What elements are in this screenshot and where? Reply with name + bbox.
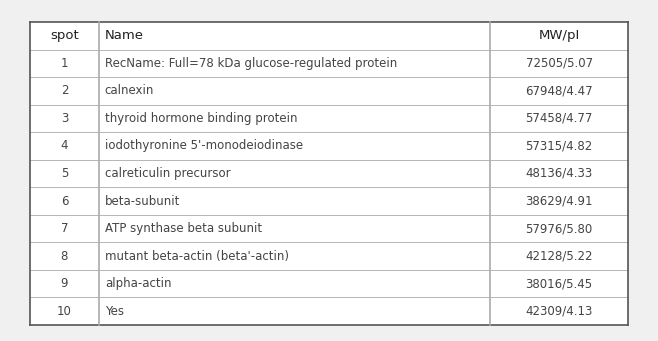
Text: Yes: Yes <box>105 305 124 318</box>
Text: 10: 10 <box>57 305 72 318</box>
Text: 57976/5.80: 57976/5.80 <box>526 222 593 235</box>
Text: 72505/5.07: 72505/5.07 <box>526 57 593 70</box>
Text: calreticulin precursor: calreticulin precursor <box>105 167 230 180</box>
Text: 8: 8 <box>61 250 68 263</box>
Text: 2: 2 <box>61 84 68 98</box>
Text: iodothyronine 5'-monodeiodinase: iodothyronine 5'-monodeiodinase <box>105 139 303 152</box>
Text: 67948/4.47: 67948/4.47 <box>526 84 593 98</box>
Text: 4: 4 <box>61 139 68 152</box>
Text: Name: Name <box>105 29 143 42</box>
Text: alpha-actin: alpha-actin <box>105 277 171 290</box>
Text: RecName: Full=78 kDa glucose-regulated protein: RecName: Full=78 kDa glucose-regulated p… <box>105 57 397 70</box>
Text: 3: 3 <box>61 112 68 125</box>
Text: ATP synthase beta subunit: ATP synthase beta subunit <box>105 222 262 235</box>
Text: 48136/4.33: 48136/4.33 <box>526 167 593 180</box>
Text: mutant beta-actin (beta'-actin): mutant beta-actin (beta'-actin) <box>105 250 289 263</box>
Text: 9: 9 <box>61 277 68 290</box>
Text: 42309/4.13: 42309/4.13 <box>526 305 593 318</box>
Text: MW/pI: MW/pI <box>539 29 580 42</box>
Text: 42128/5.22: 42128/5.22 <box>526 250 593 263</box>
Text: 6: 6 <box>61 195 68 208</box>
Text: 38016/5.45: 38016/5.45 <box>526 277 593 290</box>
Text: calnexin: calnexin <box>105 84 154 98</box>
Bar <box>30 22 628 325</box>
Text: beta-subunit: beta-subunit <box>105 195 180 208</box>
Text: 7: 7 <box>61 222 68 235</box>
Text: 57458/4.77: 57458/4.77 <box>526 112 593 125</box>
Text: 5: 5 <box>61 167 68 180</box>
Text: 1: 1 <box>61 57 68 70</box>
Text: spot: spot <box>50 29 79 42</box>
Text: 38629/4.91: 38629/4.91 <box>526 195 593 208</box>
Text: thyroid hormone binding protein: thyroid hormone binding protein <box>105 112 297 125</box>
Text: 57315/4.82: 57315/4.82 <box>526 139 593 152</box>
